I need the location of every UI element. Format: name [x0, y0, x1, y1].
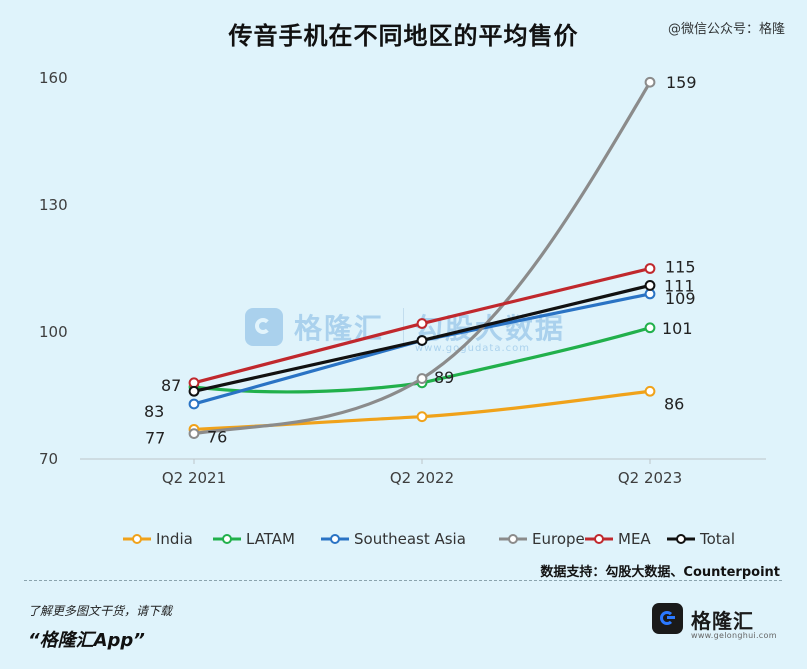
legend-label-mea: MEA: [618, 530, 651, 548]
y-tick-label: 160: [39, 69, 68, 87]
legend-label-europe: Europe: [532, 530, 585, 548]
data-point-mea: [644, 263, 656, 274]
x-tick-label: Q2 2023: [618, 469, 682, 487]
legend-label-india: India: [156, 530, 193, 548]
data-label-europe: 76: [207, 428, 227, 447]
data-point-latam: [644, 322, 656, 334]
data-point-europe: [188, 428, 200, 440]
axis-layer: 70 100 130 160 Q2 2021 Q2 2022 Q2 2023: [39, 69, 766, 487]
series-line-europe: [192, 80, 652, 436]
data-label-india: 77: [145, 428, 165, 447]
x-tick-label: Q2 2022: [390, 469, 454, 487]
data-label-india: 86: [664, 394, 684, 413]
legend-marker-latam: [222, 534, 232, 544]
data-point-southeast-asia: [188, 398, 200, 410]
legend-item-total: Total: [667, 530, 735, 548]
footer-logo: 格隆汇 www.gelonghui.com: [652, 603, 782, 645]
legend-item-southeast-asia: Southeast Asia: [321, 530, 466, 548]
x-tick-label: Q2 2021: [162, 469, 226, 487]
legend-item-europe: Europe: [499, 530, 585, 548]
data-point-europe: [644, 76, 656, 88]
top-watermark: @微信公众号：格隆: [667, 22, 785, 37]
legend-marker-southeast-asia: [330, 534, 340, 544]
legend-item-mea: MEA: [585, 530, 651, 548]
data-point-india: [644, 385, 656, 397]
data-label-latam: 87: [161, 376, 181, 395]
legend-label-southeast-asia: Southeast Asia: [354, 530, 466, 548]
data-point-india: [416, 411, 428, 423]
data-point-total: [188, 385, 200, 397]
data-label-latam: 101: [662, 319, 693, 338]
data-point-mea: [416, 318, 428, 329]
footer-promo: 了解更多图文干货，请下载: [28, 604, 173, 618]
legend-item-latam: LATAM: [213, 530, 295, 548]
data-label-mea: 115: [665, 258, 696, 277]
legend-marker-mea: [594, 534, 604, 544]
data-label-southeast-asia: 83: [144, 402, 164, 421]
footer-logo-url: www.gelonghui.com: [691, 631, 777, 640]
series-layer: [188, 76, 656, 440]
y-tick-label: 130: [39, 196, 68, 214]
chart-title: 传音手机在不同地区的平均售价: [228, 22, 579, 50]
data-label-latam: 89: [434, 368, 454, 387]
legend-marker-europe: [508, 534, 518, 544]
footer-divider: [24, 580, 782, 581]
legend-marker-india: [132, 534, 142, 544]
y-tick-label: 100: [39, 323, 68, 341]
legend-label-latam: LATAM: [246, 530, 295, 548]
y-tick-label: 70: [39, 450, 58, 468]
legend-item-india: India: [123, 530, 193, 548]
data-label-total: 111: [664, 276, 695, 295]
footer-logo-name: 格隆汇: [691, 609, 754, 633]
legend-label-total: Total: [699, 530, 735, 548]
footer-logo-icon: [652, 603, 683, 634]
data-point-europe: [416, 373, 428, 384]
legend-marker-total: [676, 534, 686, 544]
data-point-total: [416, 335, 428, 346]
source-line: 数据支持：勾股大数据、Counterpoint: [540, 565, 780, 580]
legend-layer: India LATAM Southeast Asia Europe MEA Total: [123, 530, 735, 548]
data-label-southeast-asia: 109: [665, 289, 696, 308]
data-point-total: [644, 280, 656, 291]
series-line-india: [192, 389, 652, 431]
footer-app-name: “格隆汇App”: [28, 630, 145, 651]
data-label-europe: 159: [666, 73, 697, 92]
